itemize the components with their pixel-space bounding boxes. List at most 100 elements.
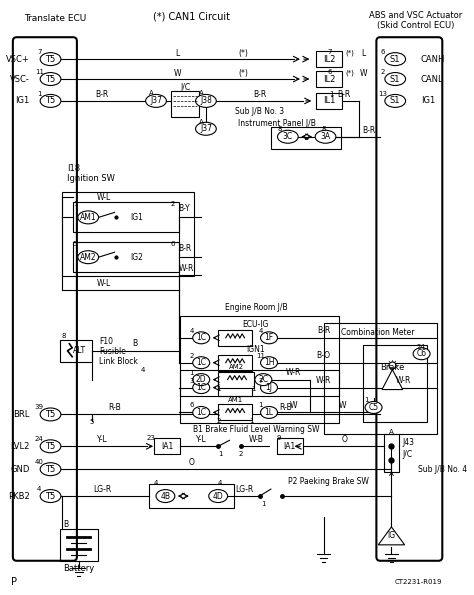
Text: J/C: J/C <box>403 450 413 459</box>
Text: IGN1: IGN1 <box>246 345 265 354</box>
Text: P: P <box>11 577 17 587</box>
Ellipse shape <box>193 406 210 418</box>
Text: 23: 23 <box>147 436 156 441</box>
Text: 1C: 1C <box>196 333 206 342</box>
Text: 4: 4 <box>258 328 263 334</box>
Ellipse shape <box>277 130 298 143</box>
Text: AM2: AM2 <box>80 253 97 262</box>
Text: O: O <box>341 435 347 444</box>
Text: 2D: 2D <box>196 375 207 384</box>
FancyBboxPatch shape <box>154 439 181 454</box>
Text: (*): (*) <box>346 70 355 76</box>
Text: AM2: AM2 <box>229 364 245 369</box>
Text: J43: J43 <box>403 438 415 447</box>
Text: B-Y: B-Y <box>179 204 190 213</box>
Text: VSC+: VSC+ <box>6 55 30 64</box>
Text: J/C: J/C <box>180 83 190 92</box>
Ellipse shape <box>193 357 210 369</box>
Text: 8: 8 <box>277 126 282 131</box>
Text: 2: 2 <box>190 353 194 359</box>
Text: J37: J37 <box>200 124 212 133</box>
Ellipse shape <box>209 490 228 503</box>
Ellipse shape <box>261 332 277 344</box>
Text: Sub J/B No. 4: Sub J/B No. 4 <box>418 465 467 474</box>
Text: T5: T5 <box>46 410 55 419</box>
Text: LG-R: LG-R <box>236 484 254 494</box>
Text: ECU-IG: ECU-IG <box>243 320 269 330</box>
FancyBboxPatch shape <box>218 405 252 421</box>
Text: Fusible: Fusible <box>100 347 127 356</box>
Text: O: O <box>189 458 195 466</box>
Text: 40: 40 <box>35 459 44 465</box>
FancyBboxPatch shape <box>276 439 303 454</box>
Ellipse shape <box>196 123 216 135</box>
Text: Brake: Brake <box>380 363 405 372</box>
Text: 1: 1 <box>258 402 263 409</box>
Ellipse shape <box>40 463 61 475</box>
Text: 24: 24 <box>416 344 425 350</box>
Text: ABS and VSC Actuator: ABS and VSC Actuator <box>369 11 463 20</box>
Text: 2: 2 <box>238 451 243 458</box>
Text: IG: IG <box>387 531 395 540</box>
Text: W: W <box>290 401 297 410</box>
Ellipse shape <box>156 490 175 503</box>
Text: 13: 13 <box>378 91 387 97</box>
Text: T5: T5 <box>46 74 55 83</box>
Text: W-R: W-R <box>396 376 411 385</box>
Text: Sub J/B No. 3: Sub J/B No. 3 <box>235 107 284 117</box>
Ellipse shape <box>40 73 61 86</box>
Text: 7: 7 <box>327 49 331 55</box>
Ellipse shape <box>78 250 99 264</box>
Text: 1H: 1H <box>264 358 274 367</box>
Text: A: A <box>199 119 204 125</box>
Text: 2: 2 <box>171 202 175 208</box>
Text: PKB2: PKB2 <box>8 491 30 500</box>
Text: GND: GND <box>10 465 30 474</box>
Text: B1 Brake Fluid Level Warning SW: B1 Brake Fluid Level Warning SW <box>192 425 319 434</box>
Text: Instrument Panel J/B: Instrument Panel J/B <box>237 120 316 129</box>
Text: IG2: IG2 <box>131 253 144 262</box>
Text: L: L <box>361 49 365 58</box>
Text: A: A <box>199 90 204 96</box>
Text: 1: 1 <box>329 91 333 97</box>
Text: W-R: W-R <box>286 368 301 377</box>
Text: 4: 4 <box>154 480 158 486</box>
Text: IA1: IA1 <box>283 442 296 451</box>
Text: 4: 4 <box>37 486 41 492</box>
Text: IL1: IL1 <box>323 96 336 105</box>
Text: 7: 7 <box>37 49 42 55</box>
Text: A: A <box>389 471 394 477</box>
Text: W-L: W-L <box>97 193 111 202</box>
Ellipse shape <box>193 332 210 344</box>
Text: 3A: 3A <box>320 132 330 141</box>
Text: IG1: IG1 <box>16 96 30 105</box>
FancyBboxPatch shape <box>218 330 252 346</box>
Text: W-B: W-B <box>248 435 263 444</box>
Text: 6: 6 <box>381 49 385 55</box>
Text: T5: T5 <box>46 442 55 451</box>
Text: 7: 7 <box>258 378 263 384</box>
Text: 1J: 1J <box>265 383 273 392</box>
Text: W-R: W-R <box>179 264 194 273</box>
Text: AM1: AM1 <box>228 396 243 403</box>
Text: (*): (*) <box>346 50 355 57</box>
FancyBboxPatch shape <box>316 71 343 87</box>
Text: B-R: B-R <box>179 244 192 253</box>
Text: 4: 4 <box>190 328 194 334</box>
Text: Ignition SW: Ignition SW <box>67 174 115 183</box>
Text: L: L <box>175 49 180 58</box>
Ellipse shape <box>255 374 272 386</box>
Text: W: W <box>174 68 182 77</box>
Ellipse shape <box>40 440 61 453</box>
Text: 5: 5 <box>90 419 94 425</box>
Text: J37: J37 <box>150 96 162 105</box>
Text: T5: T5 <box>46 55 55 64</box>
Text: B-R: B-R <box>338 90 351 99</box>
Text: AM1: AM1 <box>80 213 97 222</box>
Text: (*): (*) <box>238 68 248 77</box>
Text: 8: 8 <box>321 126 326 131</box>
Ellipse shape <box>365 402 382 414</box>
Text: 8: 8 <box>62 333 66 339</box>
Text: IL2: IL2 <box>323 55 336 64</box>
Text: T5: T5 <box>46 491 55 500</box>
